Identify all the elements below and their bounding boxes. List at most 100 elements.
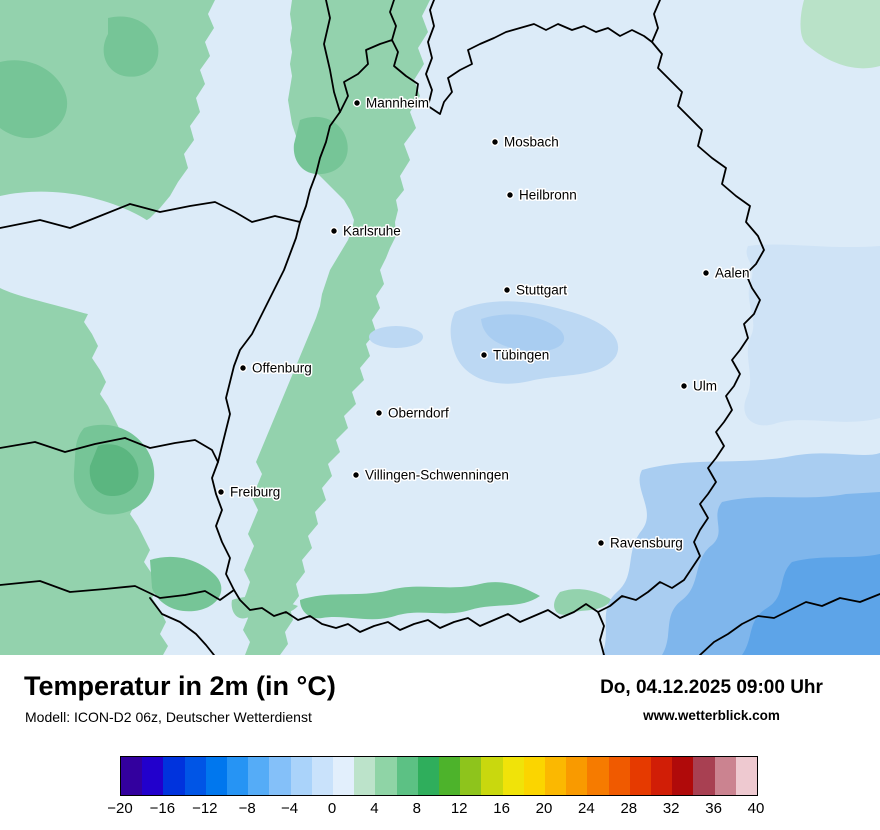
legend-tick-label: 20 — [535, 800, 553, 817]
blue-spot — [369, 326, 423, 348]
legend-segment — [545, 757, 567, 795]
website-url: www.wetterblick.com — [643, 708, 780, 723]
legend-tick-label: 36 — [705, 800, 722, 817]
legend-segment — [184, 757, 206, 795]
legend-tick-label: 32 — [662, 800, 680, 817]
legend-tick-label: 12 — [450, 800, 468, 817]
green-dark-accent — [89, 444, 139, 496]
city-label: Ravensburg — [610, 536, 683, 551]
legend-segment — [693, 757, 715, 795]
legend-tick-label: −12 — [192, 800, 218, 817]
border-lines — [0, 0, 880, 655]
city-dot — [352, 98, 362, 108]
city-label: Mannheim — [366, 96, 429, 111]
legend-segment — [714, 757, 736, 795]
blue-region-southeast-deepest — [742, 554, 880, 655]
city-label: Oberndorf — [388, 406, 449, 421]
legend-segment — [290, 757, 312, 795]
border-stub-north — [389, 0, 397, 41]
terrain-green-regions — [0, 0, 880, 655]
city-label: Mosbach — [504, 135, 559, 150]
legend-segment — [269, 757, 291, 795]
green-region-west — [0, 0, 215, 655]
legend-tick-label: −16 — [149, 800, 176, 817]
green-dark-accent — [293, 116, 348, 175]
border-france-3 — [0, 580, 235, 601]
datetime-block: Do, 04.12.2025 09:00 Uhr www.wetterblick… — [569, 671, 854, 723]
green-region-southband — [554, 589, 612, 615]
legend-segment — [651, 757, 673, 795]
border-bodensee — [597, 611, 605, 655]
city-dot — [490, 137, 500, 147]
border-stub-hessen — [425, 0, 435, 107]
green-region-southband — [300, 582, 540, 620]
legend-segment — [417, 757, 440, 795]
legend-segment — [566, 757, 588, 795]
legend-tick-label: −8 — [238, 800, 256, 817]
legend-segment — [333, 757, 355, 795]
legend-segment — [439, 757, 461, 795]
city-markers: Mannheim Mosbach Heilbronn Karlsruhe Aalen St… — [216, 94, 751, 552]
legend-tick-label: 8 — [412, 800, 421, 817]
city-dot — [479, 350, 489, 360]
city-dot — [351, 470, 361, 480]
green-dark-accent — [103, 16, 159, 77]
legend-segment — [523, 757, 546, 795]
legend-tick-label: −4 — [281, 800, 299, 817]
model-subtitle: Modell: ICON-D2 06z, Deutscher Wetterdie… — [25, 709, 312, 725]
city-label: Tübingen — [493, 348, 549, 363]
border-swiss-fork — [149, 597, 215, 655]
legend-tick-label: 4 — [370, 800, 379, 817]
legend-segment — [227, 757, 249, 795]
green-region-blackforest — [241, 0, 430, 655]
city-dot — [505, 190, 515, 200]
city-label: Stuttgart — [516, 283, 567, 298]
legend-segment — [587, 757, 609, 795]
border-france-2 — [0, 437, 219, 463]
city-label: Offenburg — [252, 361, 312, 376]
city-dot — [596, 538, 606, 548]
legend-tick-label: 24 — [578, 800, 595, 817]
weather-map: Mannheim Mosbach Heilbronn Karlsruhe Aalen St… — [0, 0, 880, 655]
border-southeast — [699, 593, 880, 655]
legend-segment — [375, 757, 397, 795]
border-stub-northeast — [651, 0, 661, 43]
legend-segment — [396, 757, 418, 795]
city-dot — [701, 268, 711, 278]
state-border-outline — [211, 23, 765, 633]
legend-segment — [142, 757, 164, 795]
temperature-legend: −20 −16 −12 −8 −4 0 4 8 12 16 20 24 28 32 36 40 — [0, 747, 880, 830]
legend-color-bar — [120, 756, 758, 796]
legend-segment — [460, 757, 482, 795]
legend-tick-labels: −20 −16 −12 −8 −4 0 4 8 12 16 20 24 28 32 36 40 — [107, 800, 764, 822]
border-stub-rhine-north — [323, 0, 341, 113]
city-dot — [679, 381, 689, 391]
cold-blue-regions — [369, 244, 880, 655]
legend-segment — [629, 757, 652, 795]
legend-segment — [481, 757, 503, 795]
legend-segment — [121, 757, 143, 795]
green-region-topright — [800, 0, 880, 69]
legend-segment — [205, 757, 228, 795]
blue-region-east-tint — [744, 244, 880, 426]
legend-segment — [311, 757, 334, 795]
city-dot — [374, 408, 384, 418]
city-label: Villingen-Schwenningen — [365, 468, 509, 483]
city-dot — [238, 363, 248, 373]
page-title: Temperatur in 2m (in °C) — [24, 671, 336, 701]
blue-region-alb-core — [481, 314, 565, 352]
legend-tick-label: 28 — [620, 800, 638, 817]
legend-tick-label: 40 — [747, 800, 765, 817]
legend-segment — [248, 757, 270, 795]
info-bar: Temperatur in 2m (in °C) Modell: ICON-D2… — [0, 655, 880, 747]
city-label: Aalen — [715, 266, 750, 281]
legend-segment — [354, 757, 376, 795]
legend-segment — [672, 757, 694, 795]
legend-segment — [608, 757, 630, 795]
legend-tick-label: −20 — [107, 800, 133, 817]
city-label: Heilbronn — [519, 188, 577, 203]
city-label: Freiburg — [230, 485, 280, 500]
legend-segment — [735, 757, 758, 795]
legend-tick-label: 16 — [493, 800, 510, 817]
forecast-datetime: Do, 04.12.2025 09:00 Uhr — [600, 677, 823, 698]
